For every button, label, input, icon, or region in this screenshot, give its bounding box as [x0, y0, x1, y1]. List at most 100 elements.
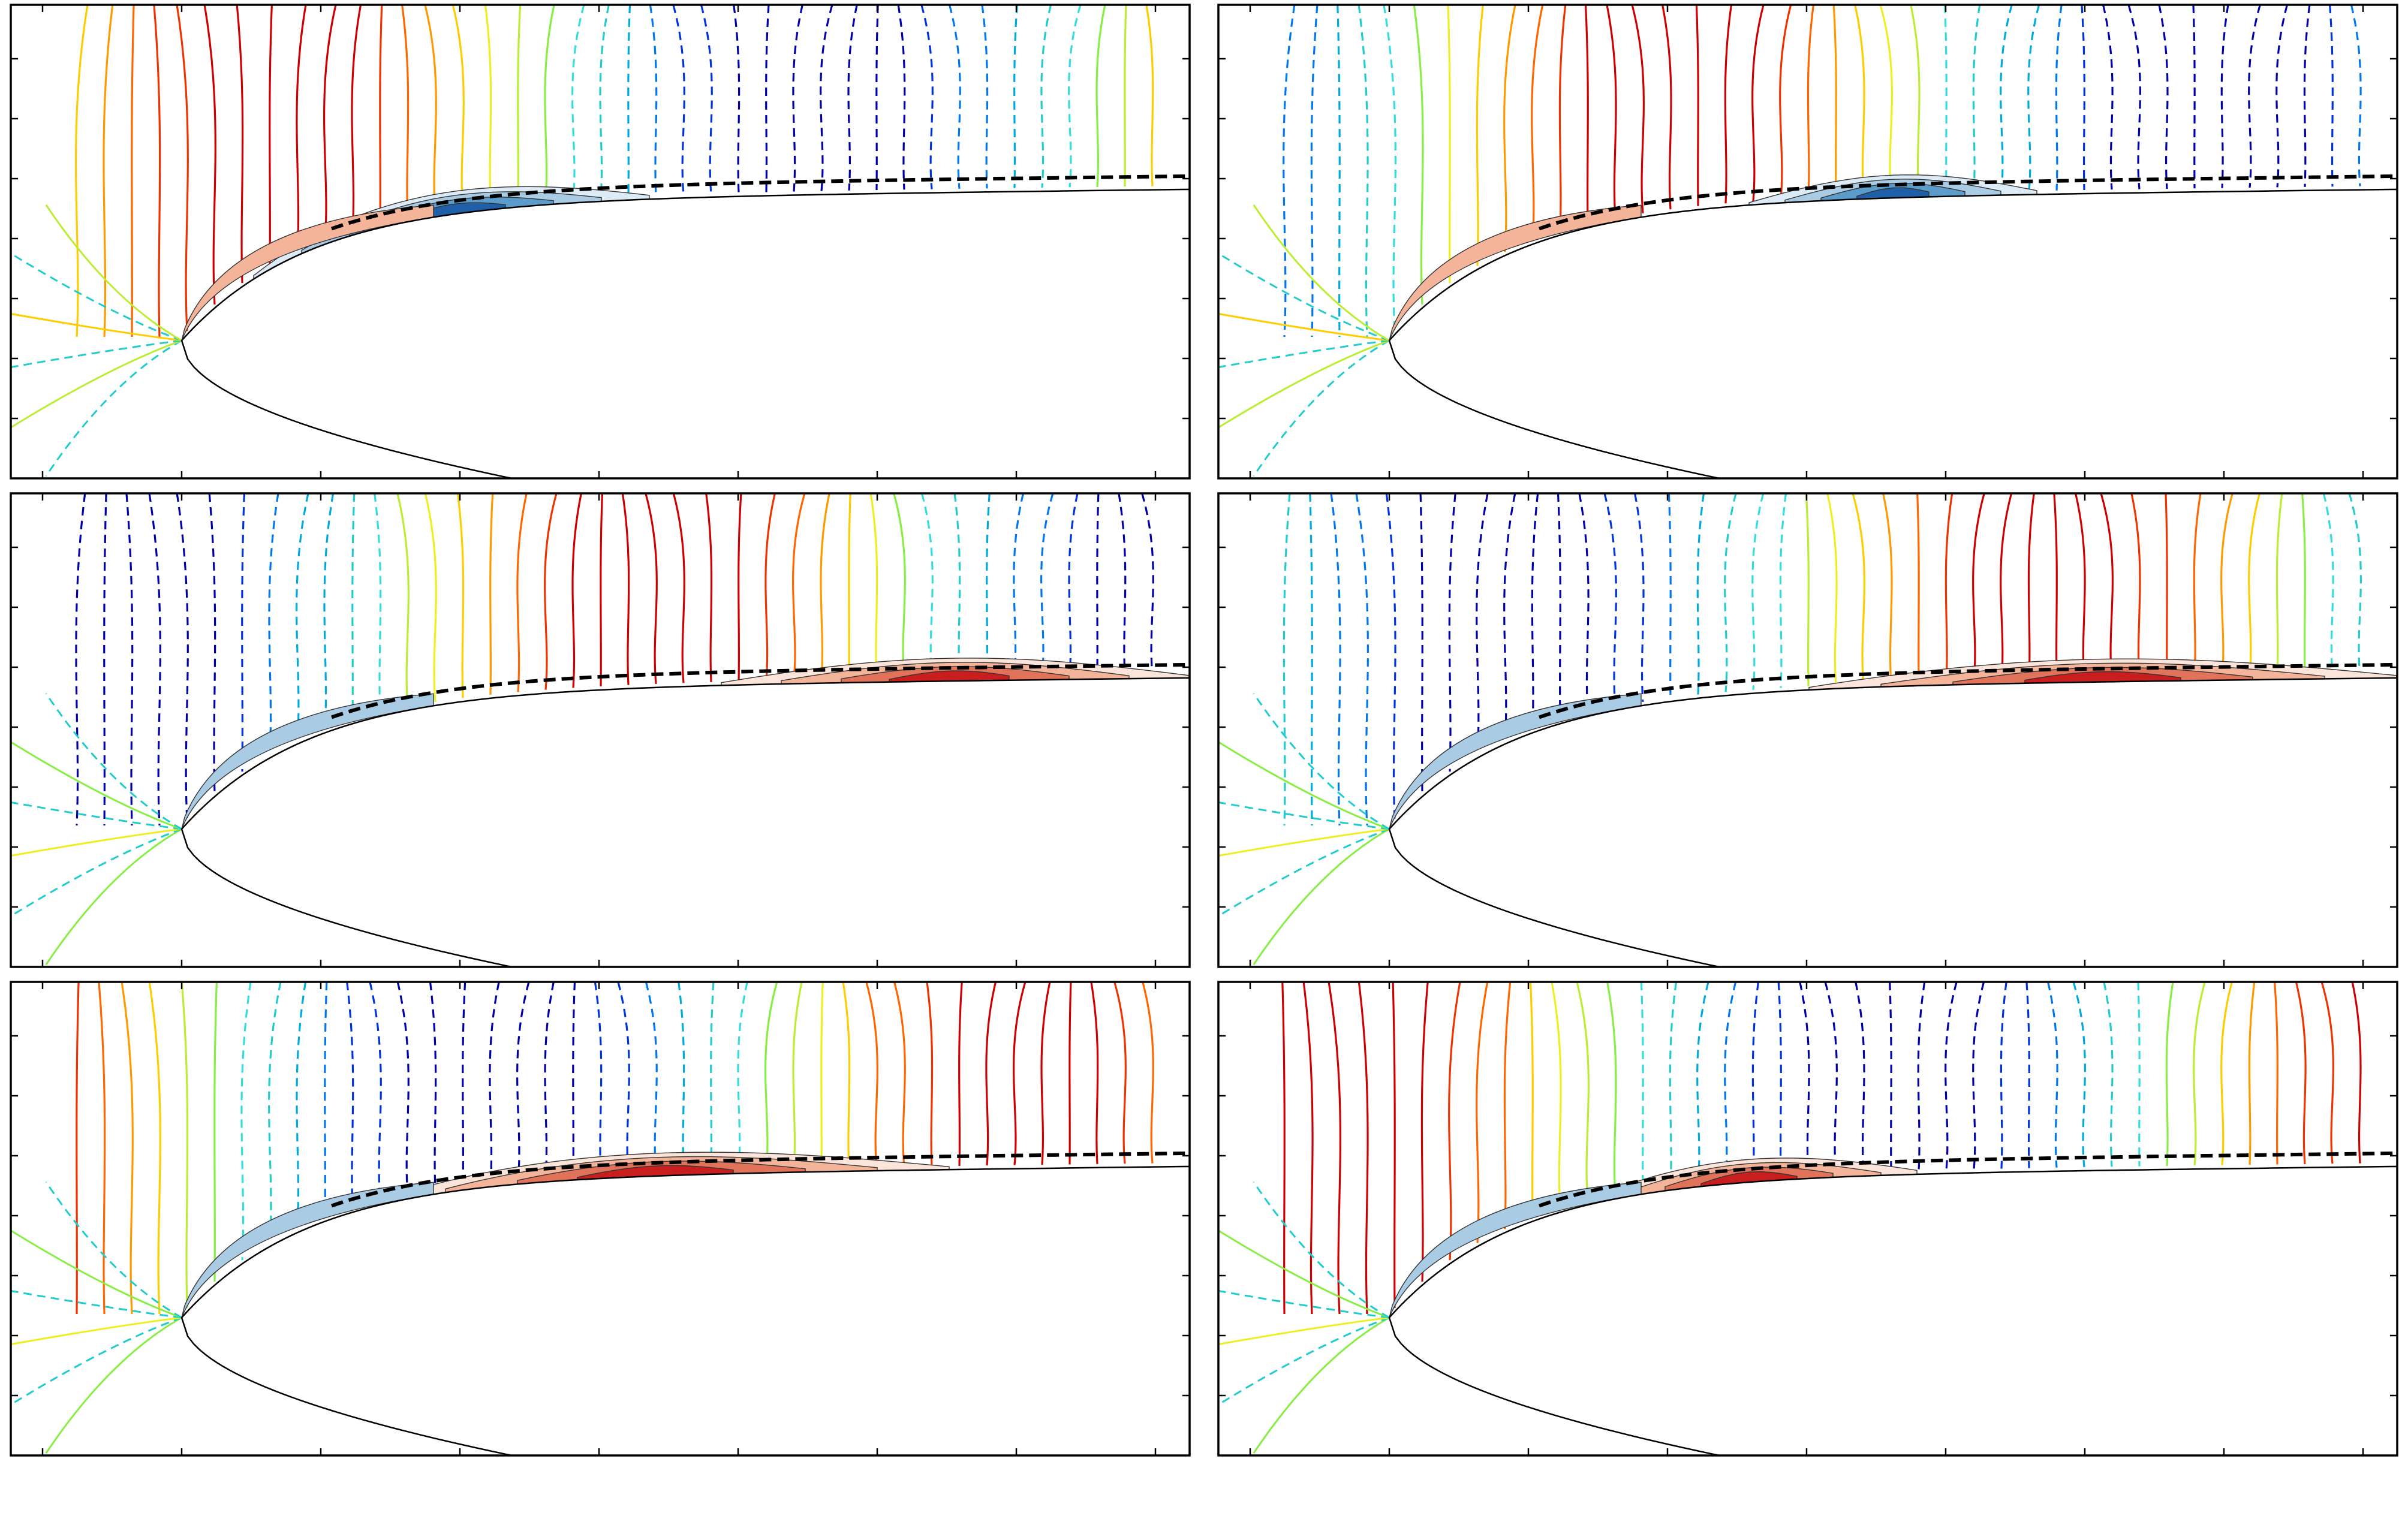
contour-line [948, 5, 961, 189]
contour-line [893, 982, 906, 1167]
contour-line-nose [11, 312, 182, 342]
contour-line [1420, 982, 1429, 1282]
contour-line [1799, 982, 1810, 1176]
contour-line [103, 5, 114, 337]
contour-line [1751, 982, 1760, 1179]
contour-line [1832, 5, 1837, 197]
contour-line [981, 5, 989, 189]
contour-panel-bottom-left [10, 981, 1191, 1457]
contour-line [1476, 982, 1489, 1243]
contour-line [1013, 493, 1025, 677]
contour-line [2027, 5, 2040, 191]
plot-area [1218, 5, 2397, 478]
contour-line [764, 493, 776, 681]
contour-line [351, 5, 362, 232]
contour-line [1355, 493, 1369, 826]
contour-line [1854, 5, 1865, 195]
contour-line-nose [11, 1316, 182, 1346]
contour-line [1013, 982, 1027, 1165]
contour-line [1476, 493, 1489, 755]
contour-panel-middle-left [10, 492, 1191, 968]
contour-line [1751, 493, 1765, 690]
contour-line [1669, 982, 1678, 1187]
contour-line-nose [1218, 828, 1390, 917]
contour-line [75, 5, 89, 337]
contour-line [2275, 5, 2289, 188]
contour-line [1879, 5, 1893, 195]
contour-line [2301, 493, 2306, 676]
contour-line [2053, 493, 2058, 679]
contour-line [1309, 493, 1313, 826]
contour-line [926, 982, 934, 1167]
contour-line [1779, 5, 1792, 200]
contour-line [920, 5, 934, 189]
contour-line [2322, 493, 2334, 676]
contour-line [1667, 493, 1672, 698]
contour-line [1357, 5, 1369, 337]
contour-line [1068, 493, 1079, 676]
contour-line [2165, 982, 2174, 1167]
contour-line [2000, 5, 2013, 192]
contour-line [869, 493, 878, 679]
plot-area [1218, 982, 2397, 1455]
contour-line [180, 982, 189, 1309]
contour-line [452, 5, 465, 210]
contour-line-nose [1218, 741, 1390, 830]
contour-line [1852, 493, 1865, 685]
contour-line [424, 5, 437, 214]
dividing-streamline [1539, 1151, 2397, 1208]
contour-line [2193, 982, 2206, 1166]
contour-line-nose [1253, 204, 1390, 342]
contour-line [1357, 982, 1369, 1315]
contour-line [842, 982, 851, 1168]
contour-line [269, 5, 273, 266]
contour-line-nose [11, 801, 182, 830]
contour-line [2303, 5, 2311, 187]
contour-line [2081, 5, 2085, 191]
contour-line [1413, 5, 1424, 305]
contour-line [1751, 5, 1765, 201]
contour-line-nose [45, 339, 182, 477]
contour-line [2000, 982, 2007, 1169]
contour-line [1824, 982, 1838, 1174]
panel-frame [1217, 981, 2398, 1457]
contour-line [893, 493, 906, 679]
contour-line [1503, 5, 1516, 252]
contour-line [379, 5, 383, 225]
dividing-streamline [1539, 662, 2397, 719]
contour-line [1068, 982, 1072, 1165]
contour-line [1142, 982, 1154, 1164]
contour-line [544, 5, 555, 201]
contour-line [208, 493, 216, 793]
contour-line [700, 5, 713, 194]
contour-line [865, 982, 878, 1168]
contour-line [920, 493, 934, 678]
airfoil-surface [1388, 677, 2397, 967]
contour-line [324, 982, 328, 1218]
contour-line [1558, 5, 1567, 232]
contour-line [2351, 982, 2362, 1164]
contour-line [2220, 493, 2234, 677]
contour-line [2329, 5, 2334, 187]
contour-line [710, 982, 715, 1171]
contour-line [401, 5, 410, 219]
contour-line [1118, 493, 1127, 676]
contour-line [544, 982, 555, 1179]
contour-line [1419, 493, 1423, 793]
contour-line [2274, 982, 2278, 1165]
contour-line [737, 982, 748, 1170]
contour-line [820, 493, 830, 680]
contour-line [738, 493, 742, 682]
contour-line [897, 5, 906, 190]
contour-line-nose [1253, 339, 1390, 477]
contour-line [621, 493, 630, 685]
contour-line [678, 982, 685, 1172]
contour-line [1584, 5, 1589, 225]
contour-line [1337, 5, 1341, 337]
contour-line-nose [45, 828, 182, 966]
contour-line-nose [1253, 1181, 1390, 1319]
contour-line [456, 493, 465, 698]
contour-line [875, 5, 879, 191]
contour-line [148, 493, 161, 826]
